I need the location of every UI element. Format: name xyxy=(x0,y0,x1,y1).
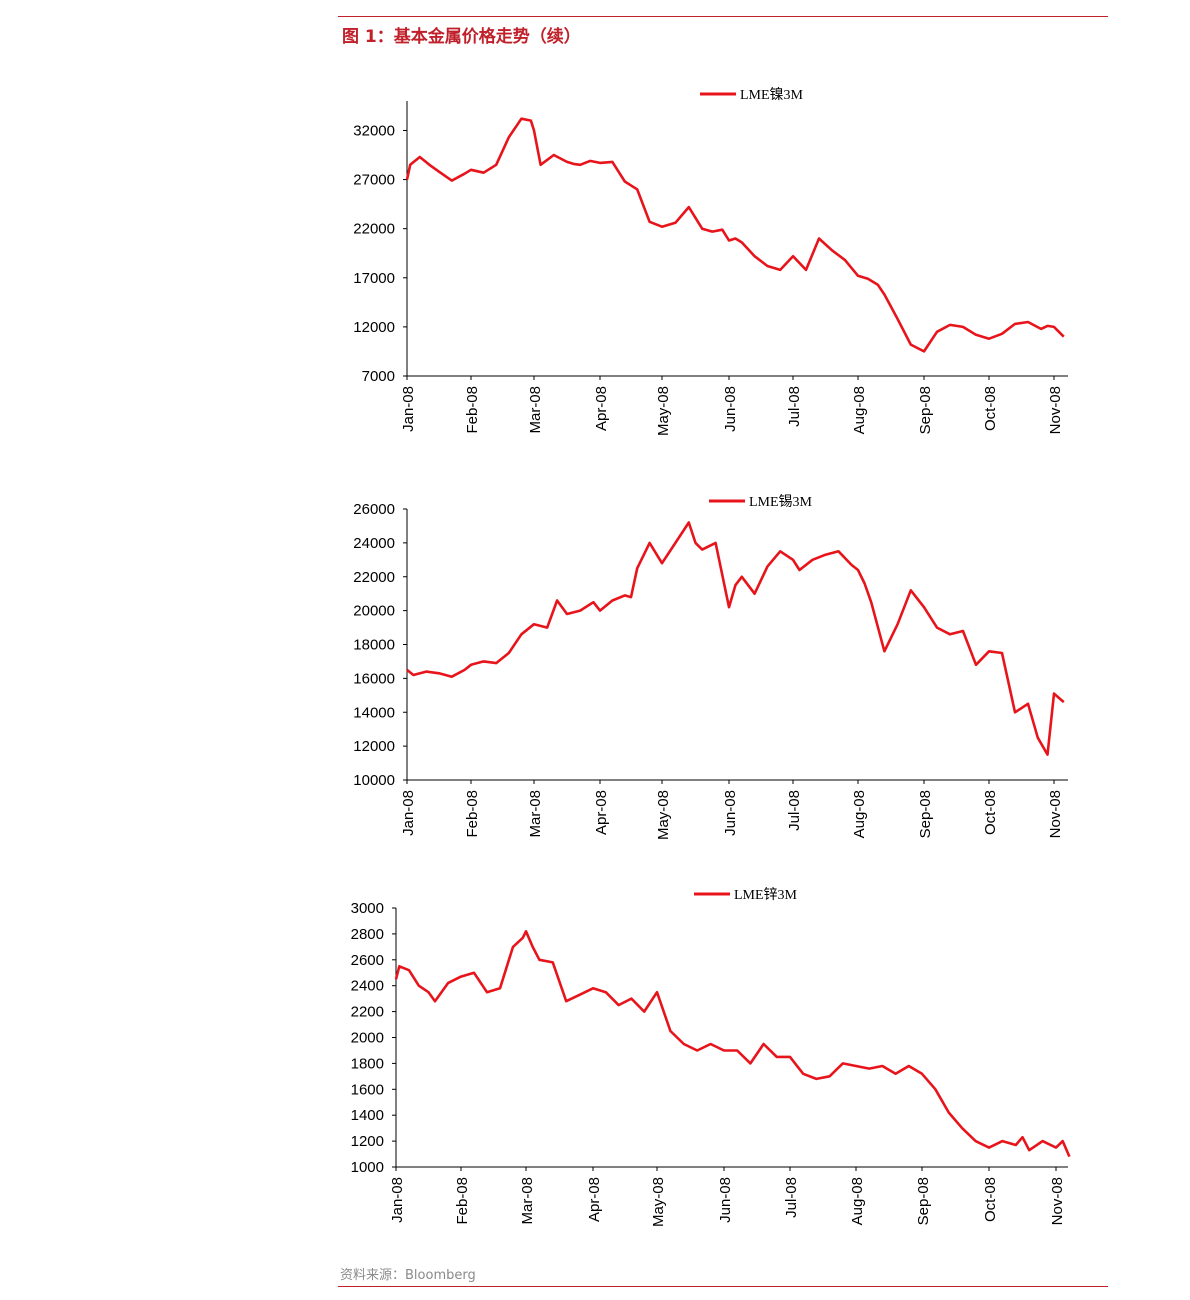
x-tick-label: Mar-08 xyxy=(527,386,544,434)
nickel-chart: 7000 12000 17000 22000 27000 32000 Jan-08 Feb-0… xyxy=(353,87,1068,436)
series-line xyxy=(405,117,1065,353)
y-tick-label: 22000 xyxy=(353,569,395,586)
legend-label: LME锡3M xyxy=(749,494,813,510)
y-tick-label: 12000 xyxy=(353,738,395,755)
tin-chart: 10000 12000 14000 16000 18000 20000 22000 24000… xyxy=(353,494,1068,840)
x-tick-label: Oct-08 xyxy=(982,386,999,431)
x-tick-label: Feb-08 xyxy=(464,790,481,838)
x-tick-label: Oct-08 xyxy=(982,1177,999,1222)
x-tick-label: May-08 xyxy=(655,790,672,840)
x-tick-label: Aug-08 xyxy=(851,790,868,838)
y-tick-label: 2200 xyxy=(351,1004,384,1021)
y-tick-label: 17000 xyxy=(353,270,395,287)
x-tick-label: Sep-08 xyxy=(915,1177,932,1225)
x-tick-label: Jul-08 xyxy=(783,1177,800,1218)
series-line xyxy=(394,929,1071,1158)
y-tick-label: 32000 xyxy=(353,122,395,139)
x-tick-label: Jan-08 xyxy=(389,1177,406,1223)
zinc-chart: 1000 1200 1400 1600 1800 2000 2200 2400 2600 2800… xyxy=(351,887,1071,1227)
x-tick-label: Feb-08 xyxy=(464,386,481,434)
x-tick-label: Aug-08 xyxy=(849,1177,866,1225)
legend-label: LME锌3M xyxy=(734,887,798,903)
x-tick-label: May-08 xyxy=(650,1177,667,1227)
x-tick-label: May-08 xyxy=(655,386,672,436)
x-tick-label: Aug-08 xyxy=(851,386,868,434)
y-tick-label: 3000 xyxy=(351,900,384,917)
x-tick-label: Jun-08 xyxy=(717,1177,734,1223)
x-tick-label: Apr-08 xyxy=(593,790,610,835)
y-tick-label: 2000 xyxy=(351,1030,384,1047)
x-tick-label: Jan-08 xyxy=(400,790,417,836)
x-tick-label: Nov-08 xyxy=(1047,386,1064,434)
y-tick-label: 7000 xyxy=(362,368,395,385)
x-tick-label: Oct-08 xyxy=(982,790,999,835)
y-tick-label: 27000 xyxy=(353,172,395,189)
series-line xyxy=(406,521,1065,756)
x-tick-label: Sep-08 xyxy=(917,386,934,434)
y-tick-label: 16000 xyxy=(353,670,395,687)
x-tick-label: Mar-08 xyxy=(519,1177,536,1225)
x-tick-label: Nov-08 xyxy=(1047,790,1064,838)
x-tick-label: Jun-08 xyxy=(722,386,739,432)
y-tick-label: 2400 xyxy=(351,978,384,995)
x-tick-label: Jul-08 xyxy=(786,386,803,427)
y-tick-label: 1200 xyxy=(351,1133,384,1150)
x-tick-label: Sep-08 xyxy=(917,790,934,838)
y-tick-label: 10000 xyxy=(353,772,395,789)
y-tick-label: 22000 xyxy=(353,221,395,238)
y-tick-label: 1600 xyxy=(351,1081,384,1098)
y-tick-label: 12000 xyxy=(353,319,395,336)
legend-label: LME镍3M xyxy=(740,87,804,103)
x-tick-label: Apr-08 xyxy=(586,1177,603,1222)
y-tick-label: 1800 xyxy=(351,1055,384,1072)
y-tick-label: 24000 xyxy=(353,535,395,552)
y-tick-label: 1400 xyxy=(351,1107,384,1124)
x-tick-label: Jul-08 xyxy=(786,790,803,831)
x-tick-label: Feb-08 xyxy=(454,1177,471,1225)
source-note: 资料来源：Bloomberg xyxy=(340,1268,476,1283)
y-tick-label: 1000 xyxy=(351,1159,384,1176)
y-tick-label: 14000 xyxy=(353,704,395,721)
y-tick-label: 2600 xyxy=(351,952,384,969)
x-tick-label: Mar-08 xyxy=(527,790,544,838)
bottom-rule xyxy=(338,1286,1108,1287)
x-tick-label: Nov-08 xyxy=(1049,1177,1066,1225)
x-tick-label: Jan-08 xyxy=(400,386,417,432)
top-rule xyxy=(338,16,1108,17)
figure-title: 图 1：基本金属价格走势（续） xyxy=(342,27,581,47)
y-tick-label: 26000 xyxy=(353,501,395,518)
x-tick-label: Jun-08 xyxy=(722,790,739,836)
y-tick-label: 18000 xyxy=(353,637,395,654)
y-tick-label: 2800 xyxy=(351,926,384,943)
x-tick-label: Apr-08 xyxy=(593,386,610,431)
y-tick-label: 20000 xyxy=(353,603,395,620)
